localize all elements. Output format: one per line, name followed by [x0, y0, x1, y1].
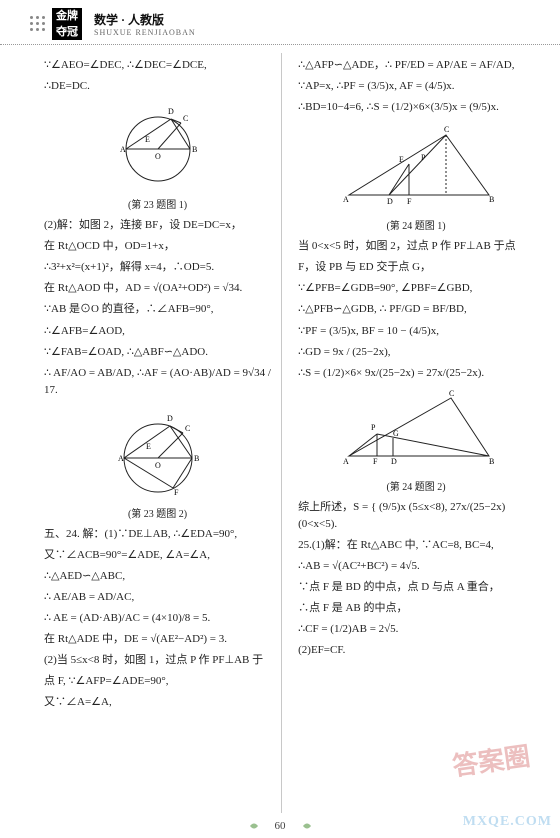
watermark-text: MXQE.COM [463, 814, 552, 830]
text-line: ∴△AED∽△ABC, [44, 568, 271, 585]
text-line: 在 Rt△OCD 中，OD=1+x， [44, 238, 271, 255]
svg-text:P: P [371, 423, 376, 432]
figure-caption: (第 24 题图 2) [298, 478, 534, 493]
text-line: ∴△AFP∽△ADE，∴ PF/ED = AP/AE = AF/AD, [298, 57, 534, 74]
text-line: ∵∠PFB=∠GDB=90°, ∠PBF=∠GBD, [298, 280, 534, 297]
text-line: ∴GD = 9x / (25−2x), [298, 344, 534, 361]
svg-text:B: B [192, 145, 197, 154]
text-line: ∵PF = (3/5)x, BF = 10 − (4/5)x, [298, 323, 534, 340]
svg-text:C: C [444, 125, 449, 134]
svg-text:E: E [145, 135, 150, 144]
figure-24-2: A B C D F G P [298, 386, 534, 474]
svg-text:D: D [168, 107, 174, 116]
svg-text:A: A [343, 457, 349, 466]
svg-text:F: F [174, 488, 179, 497]
text-line: ∴S = (1/2)×6× 9x/(25−2x) = 27x/(25−2x). [298, 365, 534, 382]
text-line: 又∵∠ACB=90°=∠ADE, ∠A=∠A, [44, 547, 271, 564]
svg-text:C: C [449, 389, 454, 398]
text-line: 在 Rt△AOD 中，AD = √(OA²+OD²) = √34. [44, 280, 271, 297]
svg-text:B: B [194, 454, 199, 463]
svg-text:D: D [167, 414, 173, 423]
figure-23-1: A B D C E O [44, 99, 271, 192]
text-line: ∴3²+x²=(x+1)²，解得 x=4，∴OD=5. [44, 259, 271, 276]
svg-text:A: A [120, 145, 126, 154]
svg-text:A: A [343, 195, 349, 204]
left-column: ∵∠AEO=∠DEC, ∴∠DEC=∠DCE, ∴DE=DC. A B D C … [44, 53, 282, 813]
text-line: (2)解：如图 2，连接 BF，设 DE=DC=x， [44, 217, 271, 234]
text-line: ∴AB = √(AC²+BC²) = 4√5. [298, 558, 534, 575]
subject-pinyin: SHUXUE RENJIAOBAN [94, 28, 196, 37]
figure-24-1: A B C D E F P [298, 120, 534, 213]
text-line: ∴∠AFB=∠AOD, [44, 323, 271, 340]
text-line: (2)当 5≤x<8 时，如图 1，过点 P 作 PF⊥AB 于 [44, 652, 271, 669]
text-line: ∴△PFB∽△GDB, ∴ PF/GD = BF/BD, [298, 301, 534, 318]
svg-text:O: O [155, 152, 161, 161]
svg-text:F: F [407, 197, 412, 206]
text-line: 综上所述，S = { (9/5)x (5≤x<8), 27x/(25−2x) (… [298, 499, 534, 533]
svg-text:D: D [391, 457, 397, 466]
text-line: ∵∠FAB=∠OAD, ∴△ABF∽△ADO. [44, 344, 271, 361]
dot-grid-icon [30, 16, 46, 32]
text-line: ∴DE=DC. [44, 78, 271, 95]
svg-text:P: P [421, 153, 426, 162]
text-line: 当 0<x<5 时，如图 2，过点 P 作 PF⊥AB 于点 [298, 238, 534, 255]
svg-text:E: E [146, 442, 151, 451]
svg-text:G: G [393, 429, 399, 438]
text-line: ∴BD=10−4=6, ∴S = (1/2)×6×(3/5)x = (9/5)x… [298, 99, 534, 116]
figure-caption: (第 23 题图 2) [44, 505, 271, 520]
svg-text:B: B [489, 195, 494, 204]
text-line: ∴ AF/AO = AB/AD, ∴AF = (AO·AB)/AD = 9√34… [44, 365, 271, 399]
svg-text:C: C [183, 114, 188, 123]
page-header: 金牌 夺冠 数学 · 人教版 SHUXUE RENJIAOBAN [0, 0, 560, 45]
text-line: ∴ AE/AB = AD/AC, [44, 589, 271, 606]
text-line: 又∵∠A=∠A, [44, 694, 271, 711]
text-line: ∵AP=x, ∴PF = (3/5)x, AF = (4/5)x. [298, 78, 534, 95]
text-line: ∵AB 是⊙O 的直径，∴∠AFB=90°, [44, 301, 271, 318]
svg-text:O: O [155, 461, 161, 470]
text-line: (2)EF=CF. [298, 642, 534, 659]
figure-caption: (第 24 题图 1) [298, 217, 534, 232]
svg-text:E: E [399, 155, 404, 164]
leaf-icon [249, 821, 267, 831]
page-number: 60 [275, 820, 286, 832]
text-line: ∴点 F 是 AB 的中点， [298, 600, 534, 617]
badge-line1: 金牌 [52, 8, 82, 24]
text-line: F，设 PB 与 ED 交于点 G， [298, 259, 534, 276]
text-line: ∵点 F 是 BD 的中点，点 D 与点 A 重合， [298, 579, 534, 596]
svg-text:D: D [387, 197, 393, 206]
figure-23-2: A B D C E O F [44, 403, 271, 501]
content-columns: ∵∠AEO=∠DEC, ∴∠DEC=∠DCE, ∴DE=DC. A B D C … [0, 53, 560, 813]
subject-title: 数学 · 人教版 [94, 13, 164, 27]
badge-line2: 夺冠 [52, 24, 82, 40]
text-line: 点 F, ∵∠AFP=∠ADE=90°, [44, 673, 271, 690]
figure-caption: (第 23 题图 1) [44, 196, 271, 211]
text-line: ∴CF = (1/2)AB = 2√5. [298, 621, 534, 638]
right-column: ∴△AFP∽△ADE，∴ PF/ED = AP/AE = AF/AD, ∵AP=… [296, 53, 534, 813]
svg-text:A: A [118, 454, 124, 463]
svg-text:C: C [185, 424, 190, 433]
leaf-icon [294, 821, 312, 831]
text-line: ∵∠AEO=∠DEC, ∴∠DEC=∠DCE, [44, 57, 271, 74]
text-line: 五、24. 解：(1)∵DE⊥AB, ∴∠EDA=90°, [44, 526, 271, 543]
text-line: 在 Rt△ADE 中，DE = √(AE²−AD²) = 3. [44, 631, 271, 648]
svg-text:B: B [489, 457, 494, 466]
text-line: ∴ AE = (AD·AB)/AC = (4×10)/8 = 5. [44, 610, 271, 627]
text-line: 25.(1)解：在 Rt△ABC 中, ∵AC=8, BC=4, [298, 537, 534, 554]
svg-text:F: F [373, 457, 378, 466]
